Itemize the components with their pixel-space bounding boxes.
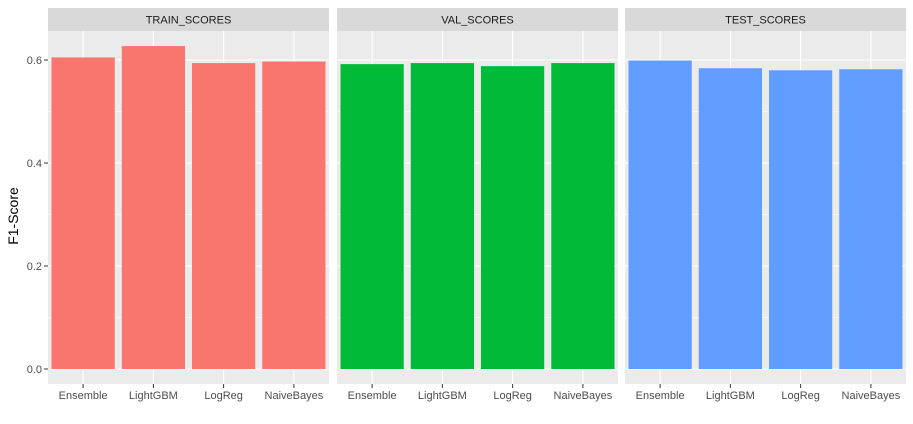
facet-panel: VAL_SCORES Ensemble LightGBM LogReg NaiveBay…: [337, 8, 618, 402]
x-tick-label: LightGBM: [129, 390, 178, 402]
facet-strip-label: VAL_SCORES: [441, 15, 514, 27]
bar-naivebayes: [839, 69, 903, 370]
facet-strip: [625, 8, 906, 31]
x-tick-label: LightGBM: [706, 390, 755, 402]
bar-ensemble: [628, 60, 692, 369]
x-tick-label: Ensemble: [348, 390, 397, 402]
facet-strip: [337, 8, 618, 31]
facet-strip-label: TRAIN_SCORES: [146, 15, 232, 27]
bar-logreg: [481, 66, 545, 370]
x-tick-label: Ensemble: [59, 390, 108, 402]
y-tick-label: 0.0: [27, 364, 42, 376]
bar-logreg: [192, 63, 256, 370]
y-axis-title: F1-Score: [5, 187, 21, 245]
bar-naivebayes: [262, 61, 326, 370]
x-tick-label: LightGBM: [418, 390, 467, 402]
x-tick-label: NaiveBayes: [554, 390, 613, 402]
y-axis: 0.0 0.2 0.4 0.6: [27, 55, 48, 376]
y-tick-label: 0.4: [27, 158, 42, 170]
y-tick-label: 0.2: [27, 261, 42, 273]
facet-panel: TRAIN_SCORES Ensemble LightGBM LogReg NaiveB…: [48, 8, 329, 402]
bar-lightgbm: [698, 68, 762, 370]
facet-panel: TEST_SCORES Ensemble LightGBM LogReg NaiveBa…: [625, 8, 906, 402]
facet-strip-label: TEST_SCORES: [725, 15, 806, 27]
x-tick-label: LogReg: [781, 390, 820, 402]
x-tick-label: LogReg: [204, 390, 243, 402]
facet-strip: [48, 8, 329, 31]
facet-panels: TRAIN_SCORES Ensemble LightGBM LogReg NaiveB…: [48, 8, 906, 402]
x-tick-label: NaiveBayes: [842, 390, 901, 402]
x-tick-label: Ensemble: [636, 390, 685, 402]
bar-lightgbm: [410, 63, 474, 370]
x-tick-label: NaiveBayes: [265, 390, 324, 402]
bar-lightgbm: [121, 46, 185, 369]
bar-ensemble: [340, 64, 404, 370]
y-tick-label: 0.6: [27, 55, 42, 67]
bar-logreg: [769, 70, 833, 370]
bar-naivebayes: [551, 63, 615, 370]
bar-ensemble: [51, 57, 115, 370]
x-tick-label: LogReg: [493, 390, 532, 402]
